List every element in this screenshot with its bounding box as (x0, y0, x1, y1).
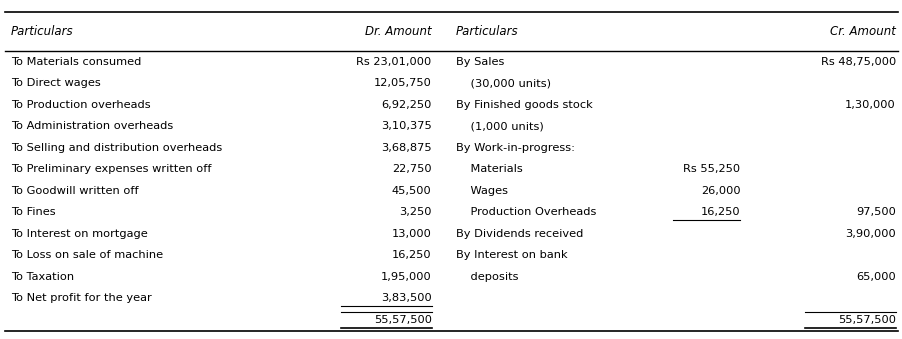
Text: (30,000 units): (30,000 units) (456, 78, 550, 88)
Text: (1,000 units): (1,000 units) (456, 121, 543, 131)
Text: To Fines: To Fines (11, 207, 55, 217)
Text: Rs 48,75,000: Rs 48,75,000 (820, 57, 895, 66)
Text: To Loss on sale of machine: To Loss on sale of machine (11, 250, 162, 260)
Text: 26,000: 26,000 (700, 186, 740, 196)
Text: 97,500: 97,500 (855, 207, 895, 217)
Text: To Interest on mortgage: To Interest on mortgage (11, 229, 147, 239)
Text: 3,83,500: 3,83,500 (381, 293, 431, 303)
Text: 3,68,875: 3,68,875 (381, 143, 431, 153)
Text: To Goodwill written off: To Goodwill written off (11, 186, 138, 196)
Text: To Selling and distribution overheads: To Selling and distribution overheads (11, 143, 222, 153)
Text: Cr. Amount: Cr. Amount (829, 25, 895, 38)
Text: 13,000: 13,000 (391, 229, 431, 239)
Text: Rs 23,01,000: Rs 23,01,000 (356, 57, 431, 66)
Text: deposits: deposits (456, 272, 518, 282)
Text: 3,10,375: 3,10,375 (381, 121, 431, 131)
Text: 6,92,250: 6,92,250 (381, 100, 431, 109)
Text: Production Overheads: Production Overheads (456, 207, 595, 217)
Text: By Interest on bank: By Interest on bank (456, 250, 567, 260)
Text: To Taxation: To Taxation (11, 272, 74, 282)
Text: 45,500: 45,500 (391, 186, 431, 196)
Text: 16,250: 16,250 (391, 250, 431, 260)
Text: Particulars: Particulars (11, 25, 73, 38)
Text: Wages: Wages (456, 186, 508, 196)
Text: To Administration overheads: To Administration overheads (11, 121, 173, 131)
Text: By Work-in-progress:: By Work-in-progress: (456, 143, 575, 153)
Text: Materials: Materials (456, 164, 522, 174)
Text: Particulars: Particulars (456, 25, 518, 38)
Text: 65,000: 65,000 (855, 272, 895, 282)
Text: 16,250: 16,250 (700, 207, 740, 217)
Text: 55,57,500: 55,57,500 (373, 315, 431, 325)
Text: 3,250: 3,250 (399, 207, 431, 217)
Text: 12,05,750: 12,05,750 (373, 78, 431, 88)
Text: To Net profit for the year: To Net profit for the year (11, 293, 152, 303)
Text: By Finished goods stock: By Finished goods stock (456, 100, 592, 109)
Text: By Dividends received: By Dividends received (456, 229, 583, 239)
Text: 3,90,000: 3,90,000 (844, 229, 895, 239)
Text: 1,30,000: 1,30,000 (844, 100, 895, 109)
Text: To Materials consumed: To Materials consumed (11, 57, 141, 66)
Text: By Sales: By Sales (456, 57, 504, 66)
Text: Rs 55,250: Rs 55,250 (683, 164, 740, 174)
Text: To Direct wages: To Direct wages (11, 78, 100, 88)
Text: To Production overheads: To Production overheads (11, 100, 151, 109)
Text: 1,95,000: 1,95,000 (381, 272, 431, 282)
Text: 22,750: 22,750 (391, 164, 431, 174)
Text: To Preliminary expenses written off: To Preliminary expenses written off (11, 164, 211, 174)
Text: Dr. Amount: Dr. Amount (364, 25, 431, 38)
Text: 55,57,500: 55,57,500 (837, 315, 895, 325)
